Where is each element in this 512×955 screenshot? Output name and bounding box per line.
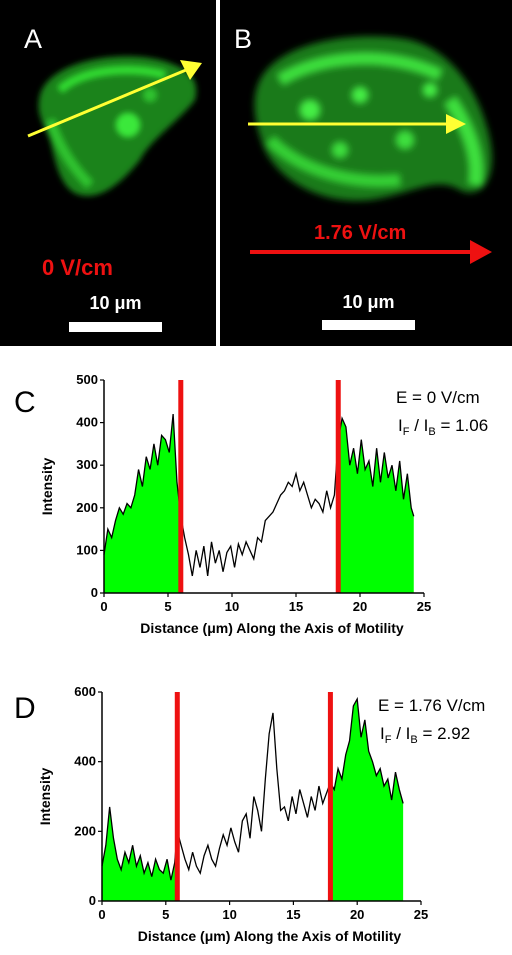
y-tick-label: 300 [76,457,98,472]
y-tick-label: 100 [76,542,98,557]
field-strength-annotation: E = 0 V/cm [396,388,480,407]
scale-label-a: 10 μm [89,293,142,313]
x-tick-label: 15 [289,599,303,614]
x-tick-label: 20 [353,599,367,614]
intensity-chart-d: 0 5 10 15 20 25 0 200 400 600 Distance (μm) Along … [37,684,485,944]
x-tick-label: 10 [222,907,236,922]
panel-label-d: D [14,692,36,725]
arrow-yellow-b [248,114,466,134]
x-tick-label: 25 [414,907,428,922]
x-tick-label: 5 [164,599,171,614]
boundary-line-0 [174,692,180,901]
x-axis-label: Distance (μm) Along the Axis of Motility [138,928,402,944]
series-line [103,414,415,577]
field-label-b: 1.76 V/cm [314,222,407,244]
y-tick-label: 0 [89,893,96,908]
intensity-ratio-annotation: IF / IB = 1.06 [398,416,488,438]
x-tick-label: 10 [225,599,239,614]
y-tick-label: 500 [76,372,98,387]
x-tick-label: 0 [98,907,105,922]
cell-image-b [254,36,492,201]
panel-label-a: A [24,24,43,54]
y-tick-label: 600 [74,684,96,699]
micrograph-panel-b: B 1.76 V/cm 10 μm [220,0,512,346]
cell-body-a [38,56,197,196]
series-line [101,696,404,881]
x-tick-label: 0 [100,599,107,614]
arrow-red-b [250,240,492,264]
y-tick-label: 200 [76,500,98,515]
intensity-ratio-annotation: IF / IB = 2.92 [380,724,470,746]
cell-image-a [38,56,197,196]
boundary-line-0 [178,380,184,593]
x-axis-label: Distance (μm) Along the Axis of Motility [140,620,404,636]
field-label-a: 0 V/cm [42,255,113,280]
x-tick-label: 15 [286,907,300,922]
shaded-area-1 [330,698,404,901]
y-axis-label: Intensity [37,768,53,826]
x-tick-label: 5 [162,907,169,922]
scale-label-b: 10 μm [342,292,395,312]
panel-label-c: C [14,386,36,419]
y-tick-label: 400 [76,415,98,430]
x-tick-label: 25 [417,599,431,614]
boundary-line-1 [335,380,341,593]
boundary-line-1 [327,692,333,901]
micrograph-panel-a: A 0 V/cm 10 μm [0,0,216,346]
y-tick-label: 0 [91,585,98,600]
shaded-area-0 [102,806,178,901]
field-strength-annotation: E = 1.76 V/cm [378,696,485,715]
scale-bar-a [69,322,162,332]
y-axis-label: Intensity [39,458,55,516]
intensity-chart-c: 0 5 10 15 20 25 0 100 200 300 400 500 Distance (μm) … [39,372,488,636]
arrow-yellow-a [27,60,202,138]
y-tick-label: 400 [74,754,96,769]
panel-label-b: B [234,24,253,54]
y-tick-label: 200 [74,823,96,838]
shaded-area-0 [104,414,181,593]
shaded-area-1 [338,418,414,593]
scale-bar-b [322,320,415,330]
arrows-b [248,114,492,264]
x-tick-label: 20 [350,907,364,922]
cell-body-b [254,36,492,201]
